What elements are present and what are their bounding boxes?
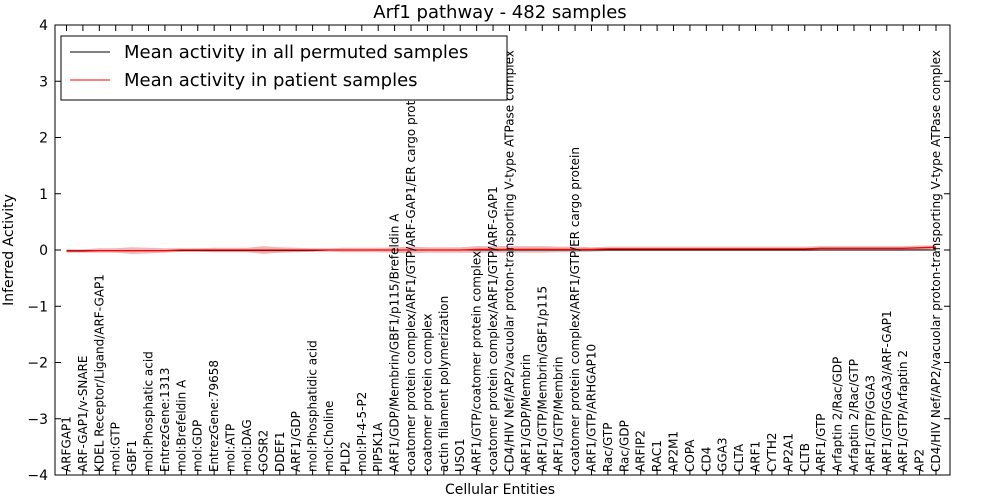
- x-tick-label: USO1: [453, 438, 467, 471]
- legend-box: [60, 35, 508, 101]
- x-tick-label: Rac/GTP: [601, 422, 615, 472]
- x-tick-label: CLTB: [798, 443, 812, 472]
- x-tick-label: mol:DAG: [240, 419, 254, 472]
- x-tick-label: ARFIP2: [634, 430, 648, 472]
- x-tick-label: ARFGAP1: [60, 416, 74, 472]
- series-line-patient: [66, 246, 937, 252]
- y-tick-label: 2: [39, 131, 48, 147]
- x-tick-label: ARF1/GDP/Membrin/GBF1/p115/Brefeldin A: [388, 213, 402, 472]
- y-tick-label: 3: [39, 74, 48, 90]
- x-tick-label: EntrezGene:1313: [158, 367, 172, 472]
- x-tick-label: mol:GTP: [109, 422, 123, 472]
- legend: Mean activity in all permuted samples Me…: [60, 35, 508, 101]
- y-tick-label: 0: [39, 243, 48, 259]
- x-tick-label: mol:Phosphatidic acid: [306, 340, 320, 472]
- x-tick-label: ARF1/GTP/GGA3/ARF-GAP1: [880, 310, 894, 472]
- y-tick-label: −3: [27, 412, 48, 428]
- x-tick-labels: ARFGAP1 ARF-GAP1/v-SNARE KDEL Receptor/Lig…: [60, 50, 944, 472]
- y-axis-label: Inferred Activity: [1, 194, 17, 306]
- y-tick-label: −1: [27, 299, 48, 315]
- y-tick-label: −2: [27, 356, 48, 372]
- x-tick-label: mol:ATP: [224, 424, 238, 472]
- x-tick-label: EntrezGene:79658: [207, 360, 221, 472]
- x-ticks: [66, 25, 937, 475]
- y-tick-label: −4: [27, 468, 48, 484]
- x-tick-label: COPA: [683, 439, 697, 472]
- x-tick-label: ARF1/GTP/Membrin/GBF1/p115: [535, 286, 549, 472]
- x-tick-label: ARF1/GDP: [289, 411, 303, 472]
- x-tick-label: actin filament polymerization: [437, 296, 451, 472]
- x-tick-label: ARF1/GTP/Arfaptin 2: [896, 350, 910, 472]
- x-tick-label: CD4/HIV Nef/AP2/vacuolar proton-transpor…: [503, 50, 517, 472]
- x-tick-label: mol:PI-4-5-P2: [355, 392, 369, 472]
- x-tick-label: KDEL Receptor/Ligand/ARF-GAP1: [92, 274, 106, 472]
- x-tick-label: ARF1/GTP/GGA3: [863, 375, 877, 472]
- x-tick-label: CD4: [699, 447, 713, 472]
- x-tick-label: mol:Brefeldin A: [174, 379, 188, 472]
- x-tick-label: ARF-GAP1/v-SNARE: [76, 356, 90, 472]
- x-tick-label: Rac/GDP: [617, 420, 631, 472]
- x-tick-label: GBF1: [125, 440, 139, 472]
- x-tick-label: CD4/HIV Nef/AP2/vacuolar proton-transpor…: [929, 50, 943, 472]
- x-tick-label: PIP5K1A: [371, 422, 385, 472]
- x-tick-label: ARF1/GTP: [814, 413, 828, 472]
- x-tick-label: AP2M1: [667, 431, 681, 472]
- x-tick-label: CLTA: [732, 443, 746, 472]
- x-tick-label: DDEF1: [273, 431, 287, 472]
- x-tick-label: mol:GDP: [191, 420, 205, 472]
- chart-title: Arf1 pathway - 482 samples: [373, 2, 626, 23]
- x-tick-label: ARF1/GTP/coatomer protein complex: [470, 251, 484, 472]
- x-tick-label: coatomer protein complex: [420, 313, 434, 471]
- x-tick-label: RAC1: [650, 440, 664, 472]
- legend-label-patient: Mean activity in patient samples: [124, 70, 418, 91]
- x-tick-label: mol:Phosphatic acid: [142, 351, 156, 472]
- y-tick-label: 1: [39, 187, 48, 203]
- x-tick-label: coatomer protein complex/ARF1/GTP/ARF-GA…: [486, 186, 500, 472]
- x-tick-label: ARF1/GTP/ARHGAP10: [585, 344, 599, 472]
- x-axis-label: Cellular Entities: [445, 482, 555, 498]
- x-tick-label: ARF1/GTP/Membrin: [552, 356, 566, 472]
- x-tick-label: AP2: [913, 449, 927, 472]
- x-tick-label: GGA3: [716, 438, 730, 472]
- x-tick-label: Arfaptin 2/Rac/GTP: [847, 359, 861, 472]
- x-tick-label: GOSR2: [256, 430, 270, 472]
- y-tick-label: 4: [39, 18, 48, 34]
- legend-label-permuted: Mean activity in all permuted samples: [124, 42, 468, 63]
- x-tick-label: coatomer protein complex/ARF1/GTP/ER car…: [568, 147, 582, 472]
- x-tick-label: mol:Choline: [322, 401, 336, 472]
- line-layer: [66, 246, 937, 252]
- x-tick-label: coatomer protein complex/ARF1/GTP/ARF-GA…: [404, 82, 418, 472]
- x-tick-label: ARF1: [749, 441, 763, 472]
- x-tick-label: PLD2: [338, 441, 352, 472]
- x-tick-label: Arfaptin 2/Rac/GDP: [831, 357, 845, 472]
- x-tick-label: ARF1/GDP/Membrin: [519, 354, 533, 472]
- x-tick-label: AP2A1: [781, 433, 795, 472]
- x-tick-label: CYTH2: [765, 432, 779, 472]
- y-ticks: 4 3 2 1 0 −1 −2 −3 −4: [27, 18, 950, 484]
